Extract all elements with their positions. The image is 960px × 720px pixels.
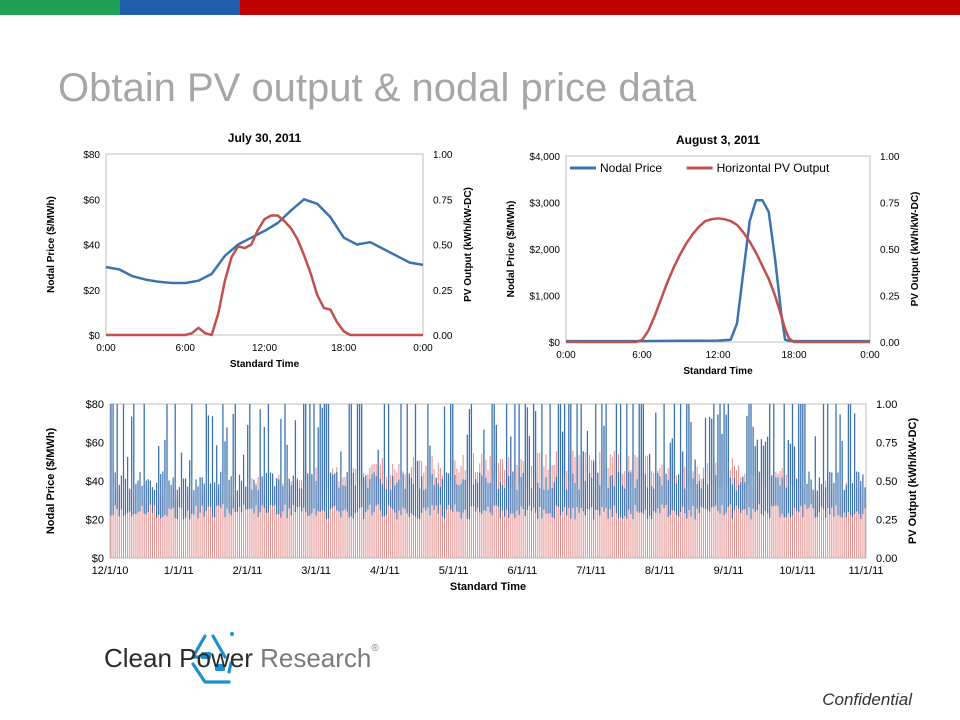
- annual-x-tick-label: 5/1/11: [439, 565, 469, 577]
- brand-bar-red: [240, 0, 960, 15]
- august-x-tick-label: 0:00: [860, 350, 880, 361]
- annual-y2-axis-title: PV Output (kWh/kW-DC): [907, 418, 919, 545]
- annual-y-tick-label: $80: [86, 399, 104, 411]
- july-y-tick-label: $80: [83, 150, 100, 161]
- annual-price-series-group: [110, 404, 866, 520]
- july-x-tick-label: 12:00: [252, 343, 277, 354]
- annual-y-axis-title: Nodal Price ($/MWh): [45, 427, 57, 534]
- august-y-tick-label: $3,000: [529, 199, 560, 210]
- july-chart-title: July 30, 2011: [228, 131, 302, 145]
- july-y-axis-title: Nodal Price ($/MWh): [46, 196, 57, 293]
- august-y2-axis-title: PV Output (kWh/kW-DC): [910, 192, 921, 307]
- annual-y-tick-label: $0: [92, 553, 104, 565]
- brand-color-bar: [0, 0, 960, 15]
- july-x-tick-label: 0:00: [413, 343, 433, 354]
- annual-x-tick-label: 6/1/11: [507, 565, 537, 577]
- july-y-tick-label: $20: [83, 286, 100, 297]
- annual-y-tick-label: $20: [86, 515, 104, 527]
- brand-bar-green: [0, 0, 120, 15]
- july-x-axis-title: Standard Time: [230, 359, 300, 370]
- annual-y-tick-label: $60: [86, 438, 104, 450]
- annual-y-tick-label: $40: [86, 476, 104, 488]
- august-y-axis-title: Nodal Price ($/MWh): [506, 201, 517, 298]
- august-legend-label: Nodal Price: [600, 161, 662, 175]
- annual-x-tick-label: 1/1/11: [164, 565, 194, 577]
- annual-x-tick-label: 12/1/10: [92, 565, 129, 577]
- august-x-tick-label: 18:00: [781, 350, 806, 361]
- august-x-tick-label: 6:00: [632, 350, 652, 361]
- august-x-axis-title: Standard Time: [683, 366, 753, 377]
- logo-name-part1: Clean Power: [104, 643, 253, 673]
- registered-mark: ®: [371, 643, 379, 654]
- july-y2-tick-label: 0.50: [433, 241, 453, 252]
- august-chart-title: August 3, 2011: [676, 133, 760, 147]
- annual-y2-tick-label: 0.50: [876, 476, 897, 488]
- annual-y2-tick-label: 0.75: [876, 438, 897, 450]
- july-x-tick-label: 6:00: [176, 343, 196, 354]
- july-x-tick-label: 0:00: [96, 343, 116, 354]
- july-y-tick-label: $40: [83, 241, 100, 252]
- july-y2-tick-label: 0.00: [433, 331, 453, 342]
- annual-x-tick-label: 11/1/11: [848, 565, 883, 577]
- july-y2-tick-label: 1.00: [433, 150, 453, 161]
- august-y2-tick-label: 0.00: [880, 338, 900, 349]
- annual-y2-tick-label: 1.00: [876, 399, 897, 411]
- company-logo-wordmark: Clean Power Research®: [104, 643, 379, 674]
- july-plot-area: [105, 153, 424, 336]
- august-y-tick-label: $1,000: [529, 292, 560, 303]
- annual-x-tick-label: 2/1/11: [233, 565, 263, 577]
- july-x-tick-label: 18:00: [331, 343, 356, 354]
- brand-bar-blue: [120, 0, 240, 15]
- july-y-tick-label: $0: [89, 331, 101, 342]
- july-y2-tick-label: 0.25: [433, 286, 453, 297]
- annual-x-tick-label: 3/1/11: [301, 565, 331, 577]
- annual-x-axis-title: Standard Time: [450, 581, 526, 593]
- august-plot-area: [565, 155, 871, 343]
- annual-x-tick-label: 7/1/11: [576, 565, 606, 577]
- august-y2-tick-label: 0.75: [880, 199, 900, 210]
- august-series-line-pv: [566, 217, 870, 344]
- annual-x-tick-label: 10/1/11: [779, 565, 815, 577]
- annual-x-tick-label: 9/1/11: [714, 565, 744, 577]
- august-y2-tick-label: 0.25: [880, 292, 900, 303]
- slide-title: Obtain PV output & nodal price data: [58, 66, 697, 110]
- july-y2-tick-label: 0.75: [433, 195, 453, 206]
- august-y2-tick-label: 0.50: [880, 245, 900, 256]
- july-series-line-price: [105, 198, 424, 285]
- annual-y2-tick-label: 0.25: [876, 515, 897, 527]
- august-series-line-price: [566, 198, 870, 343]
- annual-x-tick-label: 4/1/11: [370, 565, 400, 577]
- recycle-plug-logo-icon: [191, 632, 234, 684]
- august-y-tick-label: $0: [549, 338, 561, 349]
- august-x-tick-label: 0:00: [556, 350, 576, 361]
- august-y-tick-label: $4,000: [529, 152, 560, 163]
- annual-x-tick-label: 8/1/11: [645, 565, 675, 577]
- august-legend-label: Horizontal PV Output: [717, 161, 830, 175]
- annual-y2-tick-label: 0.00: [876, 553, 897, 565]
- july-y-tick-label: $60: [83, 195, 100, 206]
- august-y2-tick-label: 1.00: [880, 152, 900, 163]
- july-series-line-pv: [106, 214, 423, 337]
- logo-name-part2: Research: [260, 643, 372, 673]
- confidential-label: Confidential: [822, 690, 912, 709]
- august-y-tick-label: $2,000: [529, 245, 560, 256]
- july-y2-axis-title: PV Output (kWh/kW-DC): [463, 187, 474, 302]
- august-x-tick-label: 12:00: [705, 350, 730, 361]
